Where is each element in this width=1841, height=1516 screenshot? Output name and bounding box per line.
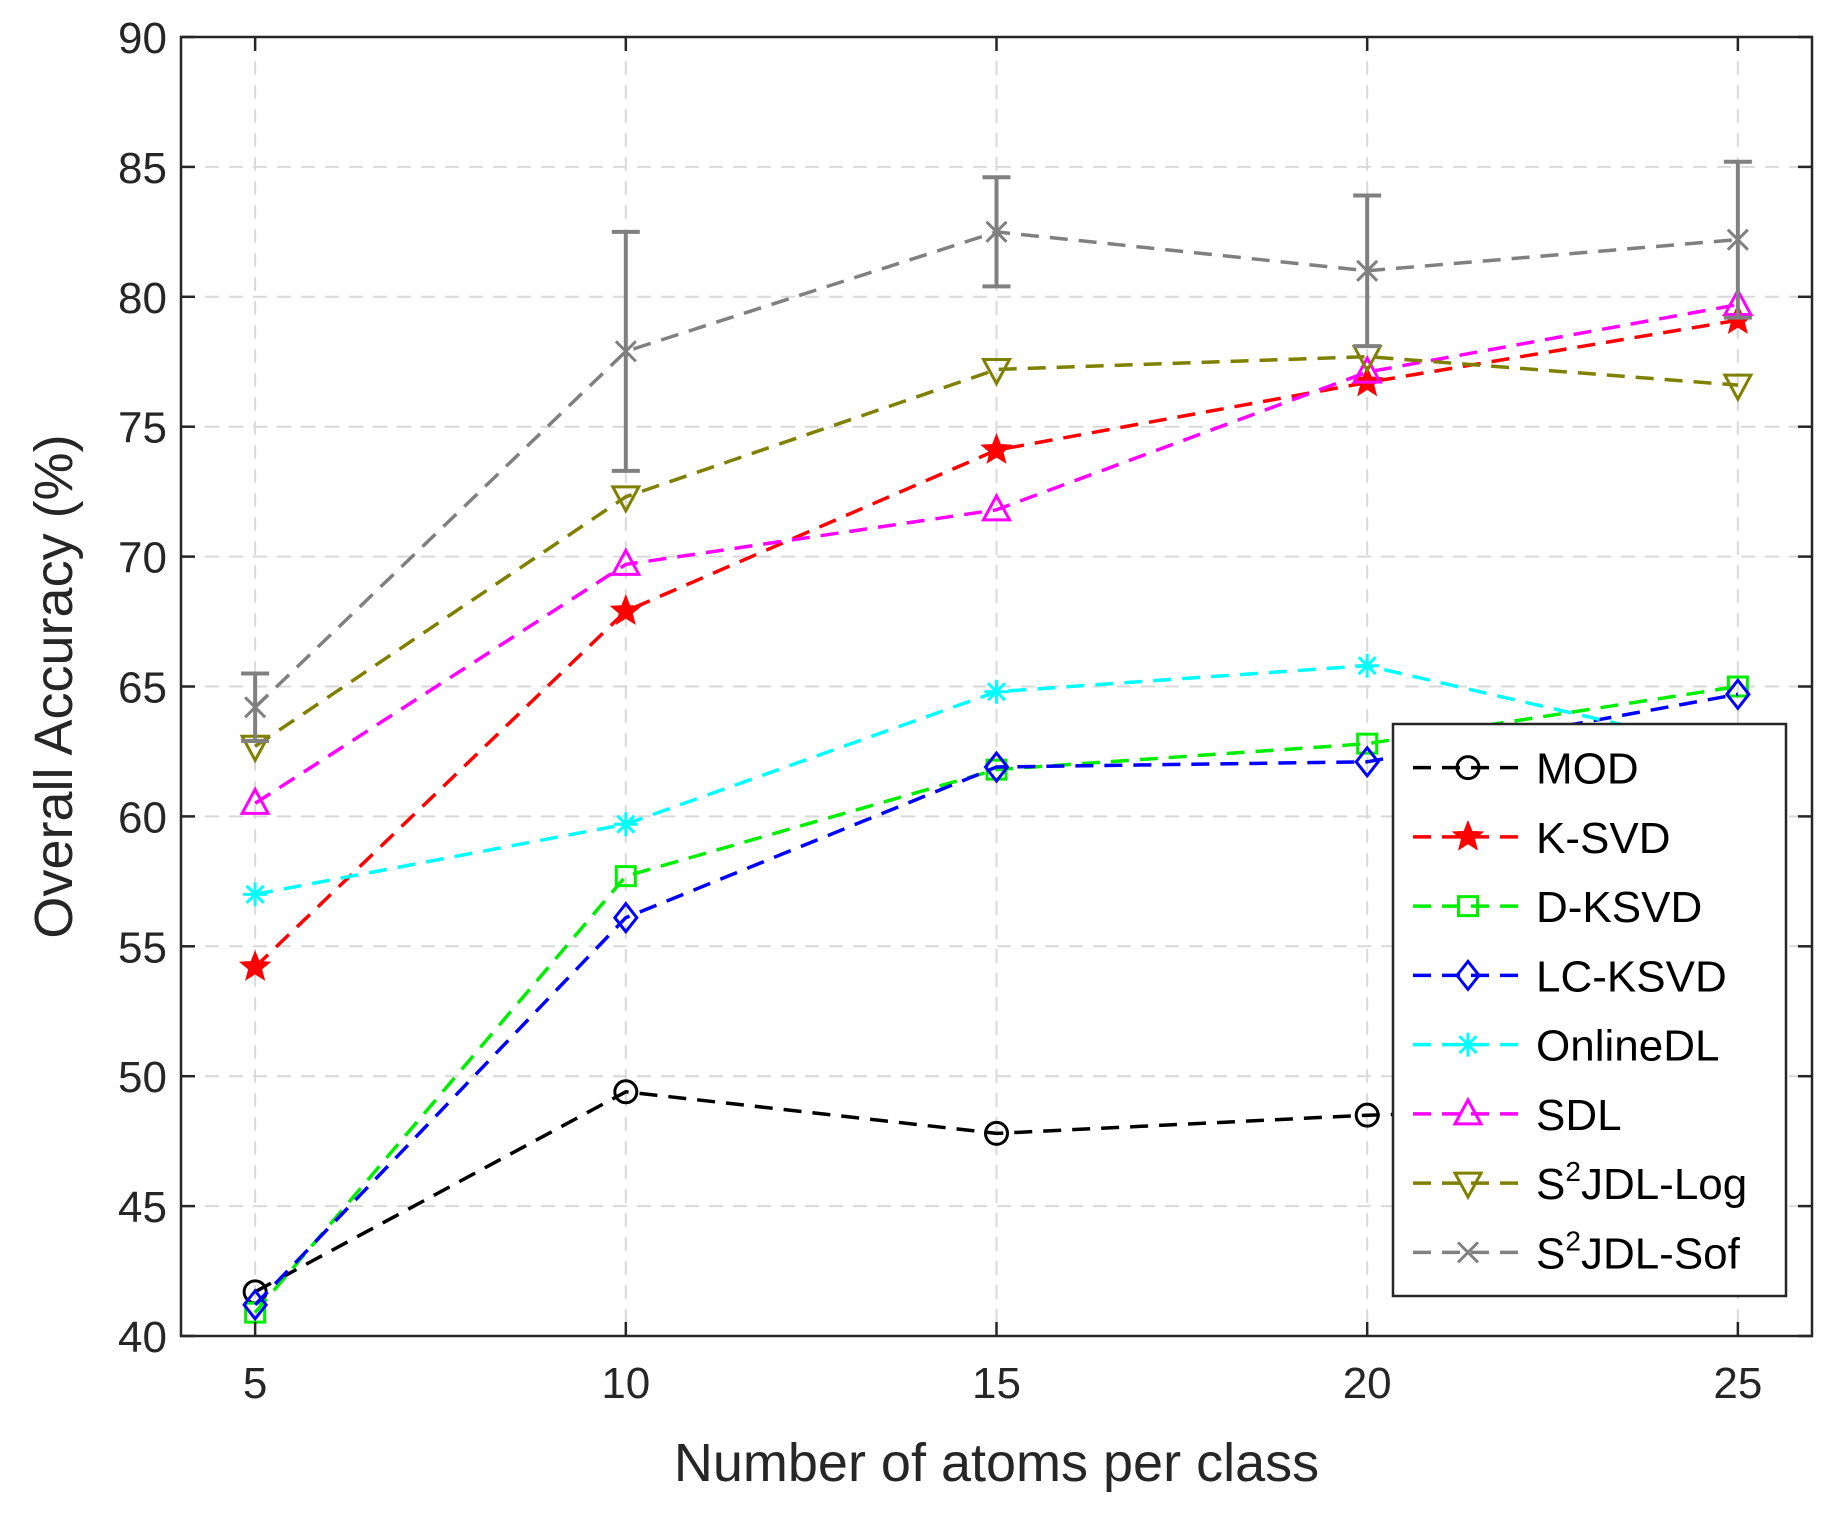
- legend-marker: [1455, 755, 1481, 781]
- legend-item-k-svd: K-SVD: [1413, 814, 1670, 863]
- legend-label: S2JDL-Log: [1536, 1156, 1747, 1209]
- y-tick-label: 60: [118, 793, 167, 842]
- axis-ticks: 5 10 15 20 25 40 45 50 55 60 65 70 75 80 85 90: [118, 14, 1812, 1408]
- legend-label-text: S: [1536, 1229, 1565, 1278]
- legend-box: [1391, 722, 1788, 1298]
- legend: MODK-SVDD-KSVDLC-KSVDOnlineDLSDLS2JDL-Lo…: [1391, 722, 1788, 1298]
- legend-label-suffix: JDL-Log: [1581, 1160, 1747, 1209]
- legend-label: D-KSVD: [1536, 883, 1702, 932]
- legend-label-superscript: 2: [1565, 1225, 1581, 1256]
- point-lc-ksvd: [612, 901, 639, 935]
- point-d-ksvd: [614, 865, 637, 888]
- legend-marker: [1452, 1171, 1484, 1201]
- legend-label: S2JDL-Sof: [1536, 1225, 1741, 1278]
- point-k-svd: [238, 950, 272, 981]
- series-line-sdl: [254, 302, 1739, 805]
- y-tick-label: 45: [118, 1183, 167, 1232]
- point-sdl: [1351, 354, 1383, 384]
- point-s2jdl-sof: [614, 340, 637, 363]
- point-mod: [613, 1079, 639, 1105]
- series-s2jdl-sof: [241, 159, 1752, 744]
- x-tick-label: 10: [601, 1359, 650, 1408]
- legend-marker: [1451, 819, 1485, 851]
- point-sdl: [980, 492, 1013, 522]
- point-onlinedl: [1355, 653, 1380, 678]
- legend-label: SDL: [1536, 1091, 1622, 1140]
- x-tick-label: 25: [1713, 1359, 1762, 1408]
- legend-item-mod: MOD: [1413, 745, 1639, 794]
- y-tick-label: 55: [118, 923, 167, 972]
- legend-marker: [1452, 1096, 1484, 1126]
- legend-label-superscript: 2: [1565, 1156, 1581, 1187]
- legend-label-text: MOD: [1536, 745, 1639, 794]
- legend-label-text: SDL: [1536, 1091, 1622, 1140]
- y-tick-label: 40: [118, 1313, 167, 1362]
- point-mod: [1354, 1102, 1380, 1128]
- point-s2jdl-sof: [244, 696, 267, 719]
- y-tick-label: 50: [118, 1053, 167, 1102]
- y-tick-label: 70: [118, 534, 167, 583]
- point-lc-ksvd: [242, 1288, 269, 1322]
- y-tick-label: 90: [118, 14, 167, 63]
- y-tick-label: 80: [118, 274, 167, 323]
- legend-item-s2jdl-sof: S2JDL-Sof: [1413, 1225, 1741, 1278]
- legend-item-onlinedl: OnlineDL: [1413, 1022, 1719, 1071]
- point-s2jdl-log: [610, 485, 642, 514]
- legend-label: K-SVD: [1536, 814, 1670, 863]
- legend-label: MOD: [1536, 745, 1639, 794]
- point-lc-ksvd: [983, 750, 1010, 784]
- point-s2jdl-sof: [985, 220, 1008, 243]
- point-onlinedl: [243, 882, 268, 907]
- x-tick-label: 15: [972, 1359, 1021, 1408]
- legend-label: OnlineDL: [1536, 1022, 1719, 1071]
- legend-marker: [1457, 895, 1479, 918]
- legend-marker: [1456, 1241, 1480, 1264]
- legend-label-text: D-KSVD: [1536, 883, 1702, 932]
- y-tick-label: 85: [118, 144, 167, 193]
- legend-marker: [1456, 1032, 1480, 1057]
- point-lc-ksvd: [1354, 745, 1381, 779]
- series-line-s2jdl-log: [254, 354, 1739, 748]
- point-k-svd: [609, 594, 643, 625]
- point-s2jdl-sof: [1356, 259, 1379, 282]
- point-lc-ksvd: [1724, 677, 1751, 711]
- legend-label-text: S: [1536, 1160, 1565, 1209]
- legend-label-suffix: JDL-Sof: [1581, 1229, 1741, 1278]
- point-sdl: [610, 547, 642, 576]
- point-s2jdl-sof: [1726, 228, 1749, 251]
- point-onlinedl: [984, 679, 1009, 704]
- legend-item-sdl: SDL: [1413, 1091, 1622, 1140]
- legend-label-text: OnlineDL: [1536, 1022, 1719, 1071]
- point-s2jdl-log: [1722, 373, 1754, 403]
- y-tick-label: 65: [118, 664, 167, 713]
- x-tick-label: 5: [243, 1359, 267, 1408]
- y-axis-label: Overall Accuracy (%): [24, 434, 84, 938]
- legend-label-text: K-SVD: [1536, 814, 1670, 863]
- legend-item-d-ksvd: D-KSVD: [1413, 883, 1702, 932]
- x-axis-label: Number of atoms per class: [674, 1433, 1319, 1493]
- point-sdl: [239, 786, 271, 815]
- point-s2jdl-log: [980, 358, 1013, 387]
- point-mod: [984, 1120, 1009, 1146]
- legend-marker: [1455, 958, 1481, 992]
- legend-item-lc-ksvd: LC-KSVD: [1413, 952, 1727, 1001]
- point-d-ksvd: [1356, 732, 1379, 755]
- legend-item-s2jdl-log: S2JDL-Log: [1413, 1156, 1747, 1209]
- y-tick-label: 75: [118, 404, 167, 453]
- legend-label: LC-KSVD: [1536, 952, 1727, 1001]
- point-k-svd: [980, 433, 1013, 464]
- legend-label-text: LC-KSVD: [1536, 952, 1727, 1001]
- x-tick-label: 20: [1343, 1359, 1392, 1408]
- point-onlinedl: [613, 812, 638, 837]
- series-sdl: [239, 287, 1754, 815]
